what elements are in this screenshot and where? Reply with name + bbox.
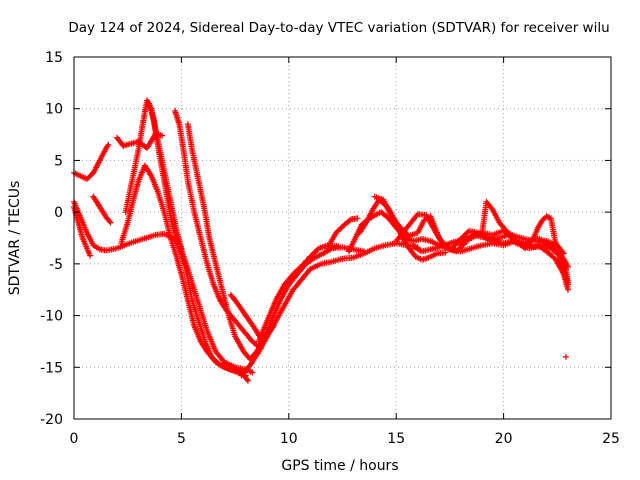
- y-tick-label: 5: [54, 153, 63, 169]
- series-arc21: [457, 231, 571, 288]
- data-points: [71, 97, 571, 384]
- x-tick-label: 10: [280, 431, 298, 447]
- series-arc13: [251, 244, 367, 360]
- data-point-markers: [71, 198, 256, 376]
- series-arc15: [324, 215, 361, 252]
- series-arc4: [90, 193, 114, 226]
- data-point-markers: [146, 100, 251, 384]
- series-arc12: [238, 240, 421, 379]
- data-point-markers: [184, 121, 266, 362]
- plot-frame: [73, 56, 612, 420]
- series-arc1: [71, 141, 112, 182]
- data-point-markers: [562, 353, 569, 360]
- axes: 0 5 10 15 20 25 15 10 5 0 -5 -10 -15 -20: [40, 50, 620, 447]
- y-tick-label: -15: [40, 360, 63, 376]
- data-point-markers: [238, 240, 421, 379]
- y-tick-label: -20: [40, 412, 63, 428]
- x-tick-label: 15: [387, 431, 405, 447]
- x-tick-label: 20: [495, 431, 513, 447]
- data-point-markers: [90, 193, 114, 226]
- series-outlier: [562, 353, 569, 360]
- data-point-markers: [255, 242, 342, 345]
- series-arc8: [146, 100, 251, 384]
- series-arc2: [71, 198, 256, 376]
- y-tick-label: -10: [40, 309, 63, 325]
- x-tick-label: 5: [177, 431, 186, 447]
- x-tick-label: 0: [70, 431, 79, 447]
- y-tick-label: 15: [45, 50, 63, 66]
- data-point-markers: [71, 141, 112, 182]
- data-point-markers: [251, 244, 367, 360]
- data-point-markers: [324, 215, 361, 252]
- data-point-markers: [457, 231, 571, 288]
- chart-title: Day 124 of 2024, Sidereal Day-to-day VTE…: [68, 20, 609, 36]
- y-axis-label: SDTVAR / TECUs: [7, 181, 23, 296]
- x-axis-label: GPS time / hours: [281, 458, 398, 474]
- series-arc14: [255, 242, 342, 345]
- y-tick-label: 0: [54, 205, 63, 221]
- x-tick-label: 25: [602, 431, 620, 447]
- y-tick-label: 10: [45, 102, 63, 118]
- y-tick-label: -5: [49, 257, 63, 273]
- series-arc10: [184, 121, 266, 362]
